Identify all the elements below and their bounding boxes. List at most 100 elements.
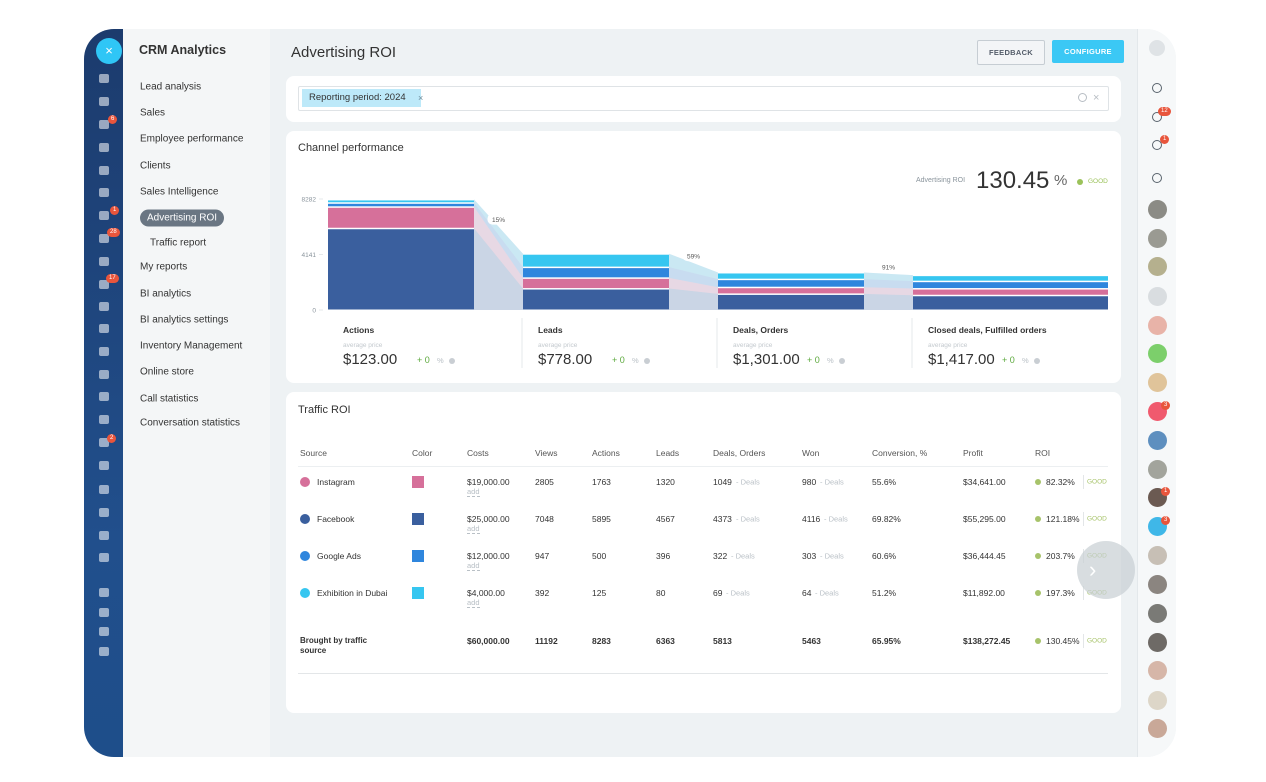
rail-icon[interactable] xyxy=(99,370,109,379)
actions: 5895 xyxy=(592,514,611,524)
rail-icon[interactable] xyxy=(1152,140,1162,150)
rail-icon[interactable] xyxy=(99,143,109,152)
rail-icon[interactable] xyxy=(99,324,109,333)
avatar[interactable] xyxy=(1148,575,1167,594)
menu-item[interactable]: My reports xyxy=(140,261,188,273)
won-unit: - Deals xyxy=(820,551,844,561)
rail-icon[interactable] xyxy=(99,608,109,617)
conversion: 51.2% xyxy=(872,588,897,598)
avatar[interactable] xyxy=(1148,344,1167,363)
filter-tag-remove[interactable]: × xyxy=(418,93,424,103)
avatar[interactable] xyxy=(1148,633,1167,652)
rail-badge: 12 xyxy=(1158,107,1171,116)
configure-button[interactable]: CONFIGURE xyxy=(1052,40,1124,63)
color-swatch[interactable] xyxy=(412,587,424,599)
rail-icon[interactable] xyxy=(99,280,109,289)
won-unit: - Deals xyxy=(820,477,844,487)
column-header: Won xyxy=(802,448,820,458)
menu-item[interactable]: Sales Intelligence xyxy=(140,186,219,198)
avatar[interactable] xyxy=(1148,604,1167,623)
close-button[interactable]: × xyxy=(96,38,122,64)
avatar[interactable] xyxy=(1148,257,1167,276)
search-icon[interactable] xyxy=(1078,93,1087,102)
avatar[interactable] xyxy=(1148,661,1167,680)
rail-icon[interactable] xyxy=(1152,112,1162,122)
rail-icon[interactable] xyxy=(99,74,109,83)
rail-icon[interactable] xyxy=(99,211,109,220)
menu-item[interactable]: Clients xyxy=(140,160,171,172)
rail-icon[interactable] xyxy=(99,627,109,636)
rail-badge: 2 xyxy=(107,434,117,443)
column-header: Views xyxy=(535,448,558,458)
column-header: ROI xyxy=(1035,448,1051,458)
menu-item[interactable]: Online store xyxy=(140,366,194,378)
avatar[interactable] xyxy=(1148,546,1167,565)
color-swatch[interactable] xyxy=(412,513,424,525)
rail-icon[interactable] xyxy=(99,97,109,106)
filter-tag[interactable]: Reporting period: 2024 xyxy=(302,89,421,107)
avatar[interactable] xyxy=(1148,200,1167,219)
feedback-button[interactable]: FEEDBACK xyxy=(977,40,1045,65)
rail-icon[interactable] xyxy=(99,461,109,470)
rail-icon[interactable] xyxy=(99,438,109,447)
rail-icon[interactable] xyxy=(99,120,109,129)
rail-icon[interactable] xyxy=(99,302,109,311)
color-swatch[interactable] xyxy=(412,550,424,562)
table-title: Traffic ROI xyxy=(298,404,351,416)
rail-icon[interactable] xyxy=(99,553,109,562)
menu-item[interactable]: Inventory Management xyxy=(140,340,243,352)
rail-icon[interactable] xyxy=(99,166,109,175)
rail-icon[interactable] xyxy=(99,508,109,517)
avatar[interactable] xyxy=(1148,229,1167,248)
actions: 125 xyxy=(592,588,607,598)
costs-add-link[interactable]: add xyxy=(467,598,480,608)
rail-icon[interactable] xyxy=(99,188,109,197)
roi-status: GOOD xyxy=(1087,515,1107,523)
deals-unit: - Deals xyxy=(736,477,760,487)
menu-item-active[interactable]: Advertising ROI xyxy=(140,209,225,227)
menu-item[interactable]: Sales xyxy=(140,107,166,119)
rail-icon[interactable] xyxy=(99,257,109,266)
avatar[interactable] xyxy=(1148,316,1167,335)
costs-add-link[interactable]: add xyxy=(467,487,480,497)
won-unit: - Deals xyxy=(815,588,839,598)
menu-item[interactable]: Lead analysis xyxy=(140,81,202,93)
menu-item[interactable]: Conversation statistics xyxy=(140,417,241,429)
rail-icon[interactable] xyxy=(99,485,109,494)
rail-icon[interactable] xyxy=(1152,83,1162,93)
kpi-unit: % xyxy=(1054,172,1068,189)
menu-item[interactable]: BI analytics xyxy=(140,288,192,300)
rail-icon[interactable] xyxy=(99,392,109,401)
column-header: Color xyxy=(412,448,433,458)
avatar[interactable] xyxy=(1148,373,1167,392)
rail-icon[interactable] xyxy=(99,234,109,243)
rail-icon[interactable] xyxy=(1152,173,1162,183)
menu-item[interactable]: Employee performance xyxy=(140,133,244,145)
menu-subitem[interactable]: Traffic report xyxy=(150,237,207,249)
help-icon[interactable] xyxy=(1149,40,1165,56)
color-swatch[interactable] xyxy=(412,476,424,488)
column-header: Conversion, % xyxy=(872,448,928,458)
rail-icon[interactable] xyxy=(99,647,109,656)
scroll-right-button[interactable]: › xyxy=(1077,541,1135,599)
roi-dot xyxy=(1035,516,1041,522)
clear-icon[interactable]: × xyxy=(1093,92,1100,104)
avatar[interactable] xyxy=(1148,691,1167,710)
source: Instagram xyxy=(317,477,355,487)
rail-icon[interactable] xyxy=(99,347,109,356)
source: Exhibition in Dubai xyxy=(317,588,388,598)
conversion: 69.82% xyxy=(872,514,901,524)
rail-icon[interactable] xyxy=(99,531,109,540)
avatar[interactable] xyxy=(1148,719,1167,738)
rail-icon[interactable] xyxy=(99,415,109,424)
avatar[interactable] xyxy=(1148,460,1167,479)
menu-item[interactable]: BI analytics settings xyxy=(140,314,229,326)
avatar[interactable] xyxy=(1148,287,1167,306)
filter-input[interactable] xyxy=(298,86,1109,111)
avatar[interactable] xyxy=(1148,431,1167,450)
menu-item[interactable]: Call statistics xyxy=(140,393,199,405)
costs-add-link[interactable]: add xyxy=(467,561,480,571)
costs-add-link[interactable]: add xyxy=(467,524,480,534)
rail-icon[interactable] xyxy=(99,588,109,597)
